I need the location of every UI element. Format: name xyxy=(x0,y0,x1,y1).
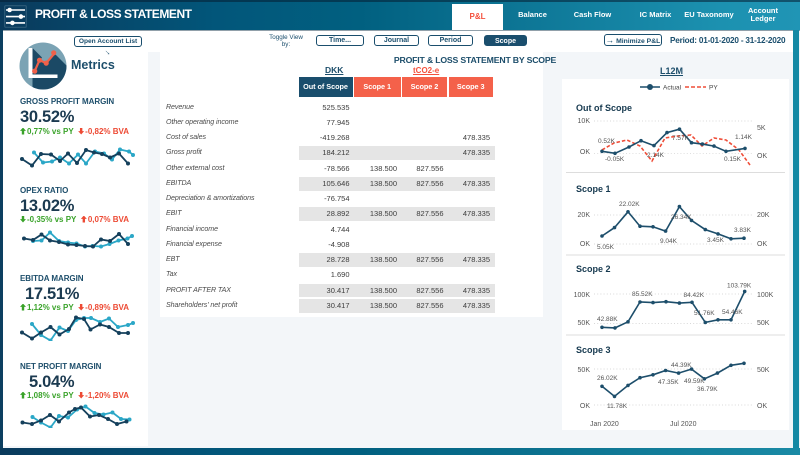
svg-text:7.57K: 7.57K xyxy=(672,135,690,142)
svg-text:36.79K: 36.79K xyxy=(697,386,718,393)
svg-text:Jan 2020: Jan 2020 xyxy=(590,421,619,428)
svg-text:47.35K: 47.35K xyxy=(658,379,679,386)
svg-text:OK: OK xyxy=(580,149,590,156)
svg-text:54.46K: 54.46K xyxy=(722,309,743,316)
svg-text:49.59K: 49.59K xyxy=(684,378,705,385)
svg-text:3.45K: 3.45K xyxy=(707,237,725,244)
svg-text:50K: 50K xyxy=(578,367,591,374)
svg-text:OK: OK xyxy=(757,153,767,160)
svg-text:11.78K: 11.78K xyxy=(607,403,628,410)
svg-text:Scope 3: Scope 3 xyxy=(576,345,611,355)
svg-text:2.14K: 2.14K xyxy=(647,152,665,159)
svg-text:-0.05K: -0.05K xyxy=(605,156,625,163)
svg-text:3.83K: 3.83K xyxy=(734,227,752,234)
svg-text:50K: 50K xyxy=(578,320,591,327)
svg-text:0.15K: 0.15K xyxy=(724,156,742,163)
svg-text:1.14K: 1.14K xyxy=(735,134,753,141)
svg-text:85.52K: 85.52K xyxy=(632,291,653,298)
svg-text:26.34K: 26.34K xyxy=(671,214,692,221)
svg-text:103.79K: 103.79K xyxy=(727,283,752,290)
svg-text:51.76K: 51.76K xyxy=(694,310,715,317)
svg-text:42.88K: 42.88K xyxy=(597,316,618,323)
svg-text:Actual: Actual xyxy=(663,85,682,92)
svg-text:22.02K: 22.02K xyxy=(619,201,640,208)
svg-text:OK: OK xyxy=(757,241,767,248)
svg-text:OK: OK xyxy=(580,403,590,410)
svg-text:Out of Scope: Out of Scope xyxy=(576,103,632,113)
svg-text:20K: 20K xyxy=(578,212,591,219)
svg-text:10K: 10K xyxy=(578,118,591,125)
svg-text:5K: 5K xyxy=(757,125,766,132)
svg-text:Scope 2: Scope 2 xyxy=(576,264,611,274)
svg-text:Jul 2020: Jul 2020 xyxy=(670,421,697,428)
svg-text:0.52K: 0.52K xyxy=(598,138,616,145)
svg-text:20K: 20K xyxy=(757,212,770,219)
svg-text:Scope 1: Scope 1 xyxy=(576,184,611,194)
svg-text:PY: PY xyxy=(709,85,718,92)
svg-text:9.04K: 9.04K xyxy=(660,238,678,245)
svg-text:50K: 50K xyxy=(757,320,770,327)
svg-text:100K: 100K xyxy=(574,292,591,299)
svg-text:OK: OK xyxy=(757,403,767,410)
svg-text:84.42K: 84.42K xyxy=(684,292,705,299)
svg-text:50K: 50K xyxy=(757,367,770,374)
svg-text:5.05K: 5.05K xyxy=(597,244,615,251)
svg-text:44.39K: 44.39K xyxy=(671,362,692,369)
svg-text:26.02K: 26.02K xyxy=(597,375,618,382)
svg-text:OK: OK xyxy=(580,241,590,248)
svg-text:100K: 100K xyxy=(757,292,774,299)
